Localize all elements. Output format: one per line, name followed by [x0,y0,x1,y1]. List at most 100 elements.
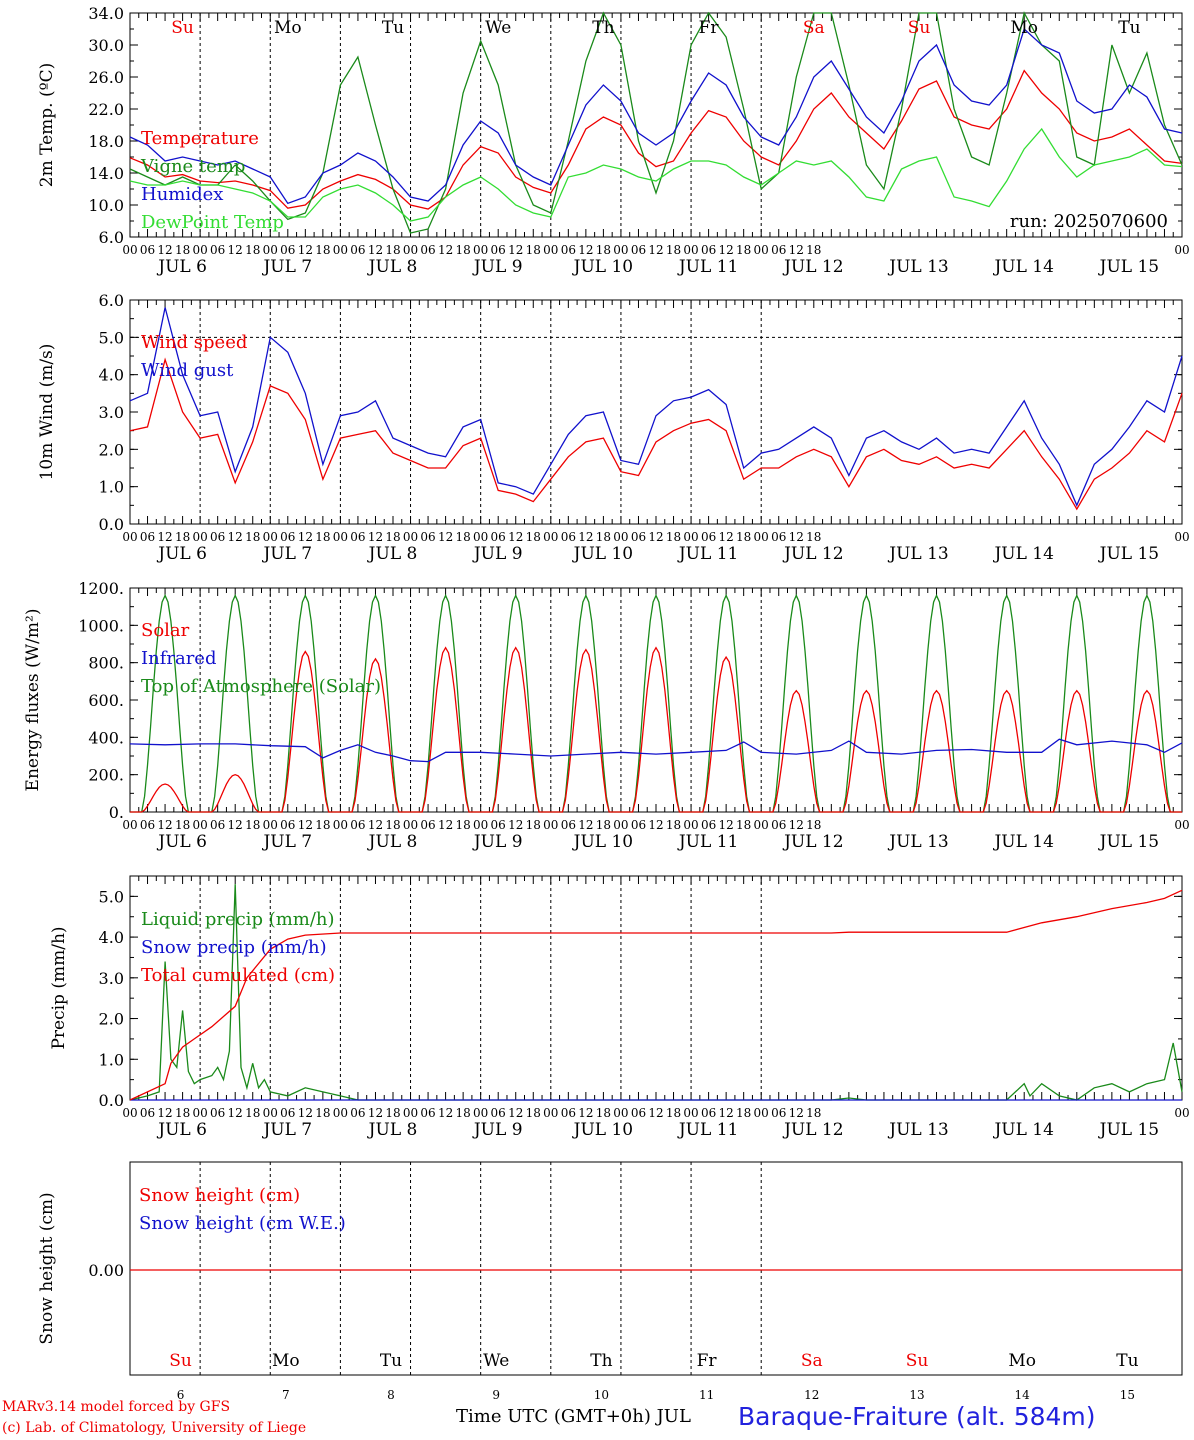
y-tick-label: 5.0 [99,328,124,347]
hour-label: 00 [403,243,418,257]
y-tick-label: 1000. [78,616,124,635]
date-label: JUL 12 [782,832,843,852]
legend-entry: Top of Atmosphere (Solar) [141,676,381,697]
hour-label: 06 [491,818,506,832]
hour-label: 18 [596,243,611,257]
hour-label: 06 [701,818,716,832]
series-line [129,884,1183,1101]
hour-label: 00 [333,243,348,257]
y-tick-label: 14.0 [88,164,124,183]
hour-label: 18 [596,530,611,544]
hour-label: 18 [526,818,541,832]
hour-label: 06 [561,530,576,544]
hour-label: 18 [175,1106,190,1120]
hour-label: 06 [701,530,716,544]
hour-label: 12 [578,1106,593,1120]
hour-label: 06 [210,1106,225,1120]
date-label: JUL 11 [677,257,738,277]
hour-label: 00 [1174,243,1189,257]
hour-label: 06 [350,243,365,257]
series-line [129,11,1183,234]
hour-label: 00 [543,243,558,257]
y-tick-label: 4.0 [99,366,124,385]
hour-label: 00 [1174,1106,1189,1120]
hour-label: 06 [140,1106,155,1120]
hour-label: 00 [333,1106,348,1120]
hour-label: 06 [771,530,786,544]
date-label: JUL 15 [1098,832,1159,852]
date-number: 6 [177,1388,185,1402]
hour-label: 12 [648,243,663,257]
y-tick-label: 10.0 [88,196,124,215]
hour-label: 00 [683,530,698,544]
hour-label: 06 [210,243,225,257]
hour-label: 12 [157,243,172,257]
hour-label: 00 [122,243,137,257]
hour-label: 12 [228,530,243,544]
series-line [129,27,1183,205]
date-label: JUL 7 [261,544,312,564]
weekday-label: Mo [274,18,302,38]
date-label: JUL 9 [472,257,523,277]
date-label: JUL 7 [261,1120,312,1140]
weekday-label: Th [590,1351,612,1371]
hour-label: 12 [157,530,172,544]
hour-label: 06 [491,1106,506,1120]
hour-label: 00 [1174,818,1189,832]
hour-label: 00 [754,243,769,257]
hour-label: 00 [1174,530,1189,544]
hour-label: 06 [350,1106,365,1120]
hour-label: 18 [596,1106,611,1120]
y-tick-label: 34.0 [88,4,124,23]
y-tick-label: 0.0 [99,1091,124,1110]
y-tick-label: 1.0 [99,1050,124,1069]
hour-label: 00 [333,530,348,544]
weekday-label: Sa [801,1351,823,1371]
series-line [129,889,1183,1101]
hour-label: 12 [508,1106,523,1120]
legend-entry: Liquid precip (mm/h) [141,909,335,930]
hour-label: 18 [666,243,681,257]
hour-label: 12 [578,530,593,544]
date-label: JUL 11 [677,1120,738,1140]
hour-label: 06 [280,243,295,257]
hour-label: 18 [245,1106,260,1120]
legend-entry: Humidex [141,184,223,205]
hour-label: 00 [683,818,698,832]
lab-credit: (c) Lab. of Climatology, University of L… [2,1420,307,1436]
y-axis-label: Snow height (cm) [37,1192,57,1344]
hour-label: 00 [543,1106,558,1120]
hour-label: 00 [192,818,207,832]
legend-entry: Wind gust [141,360,234,381]
hour-label: 00 [122,530,137,544]
date-number: 7 [282,1388,290,1402]
date-label: JUL 15 [1098,257,1159,277]
run-label: run: 2025070600 [1010,211,1168,232]
hour-label: 12 [228,1106,243,1120]
hour-label: 12 [718,818,733,832]
hour-label: 06 [701,243,716,257]
hour-label: 12 [578,243,593,257]
date-label: JUL 12 [782,544,843,564]
hour-label: 06 [631,1106,646,1120]
date-label: JUL 7 [261,832,312,852]
hour-label: 12 [789,1106,804,1120]
hour-label: 00 [683,243,698,257]
hour-label: 18 [175,818,190,832]
hour-label: 18 [806,1106,821,1120]
y-tick-label: 0.0 [99,515,124,534]
hour-label: 06 [210,818,225,832]
hour-label: 18 [736,1106,751,1120]
y-axis-label: 2m Temp. (ºC) [37,63,57,188]
hour-label: 00 [122,1106,137,1120]
weekday-label: Su [169,1351,192,1371]
hour-label: 18 [385,530,400,544]
y-tick-label: 22.0 [88,100,124,119]
hour-label: 06 [140,818,155,832]
y-axis-label: Energy fluxes (W/m²) [23,609,43,792]
y-tick-label: 6.0 [99,228,124,247]
legend-entry: Snow precip (mm/h) [141,937,327,958]
date-label: JUL 14 [992,1120,1053,1140]
hour-label: 18 [526,530,541,544]
